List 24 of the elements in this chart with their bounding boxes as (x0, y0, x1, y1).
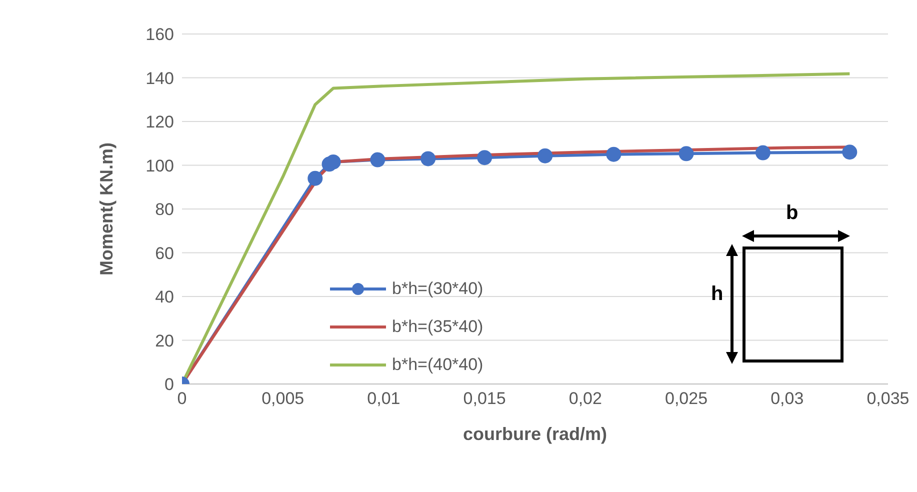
x-tick-label: 0,01 (367, 389, 400, 408)
x-tick-label: 0,035 (866, 389, 910, 408)
x-tick-label: 0,005 (262, 389, 304, 408)
annotation: h (711, 283, 724, 306)
y-tick-label: 140 (146, 68, 174, 88)
y-tick-label: 120 (146, 112, 174, 132)
y-axis-title: Moment( KN.m) (96, 142, 116, 276)
y-tick-label: 80 (155, 200, 174, 220)
x-tick-label: 0 (177, 389, 187, 408)
x-axis-title: courbure (rad/m) (462, 424, 608, 444)
y-tick-label: 100 (146, 156, 174, 176)
legend-label: b*h=(30*40) (392, 279, 484, 299)
legend-label: b*h=(40*40) (392, 355, 484, 375)
y-tick-label: 60 (155, 244, 174, 263)
x-tick-label: 0,03 (770, 389, 804, 408)
x-tick-label: 0,025 (665, 389, 708, 408)
annotation: b (786, 202, 798, 225)
y-tick-label: 20 (155, 331, 174, 350)
y-tick-label: 40 (155, 288, 174, 307)
y-tick-label: 160 (146, 25, 174, 44)
y-tick-label: 0 (164, 375, 174, 394)
x-tick-label: 0,02 (568, 389, 602, 408)
legend-label: b*h=(35*40) (392, 317, 484, 337)
x-tick-label: 0,015 (463, 389, 506, 408)
